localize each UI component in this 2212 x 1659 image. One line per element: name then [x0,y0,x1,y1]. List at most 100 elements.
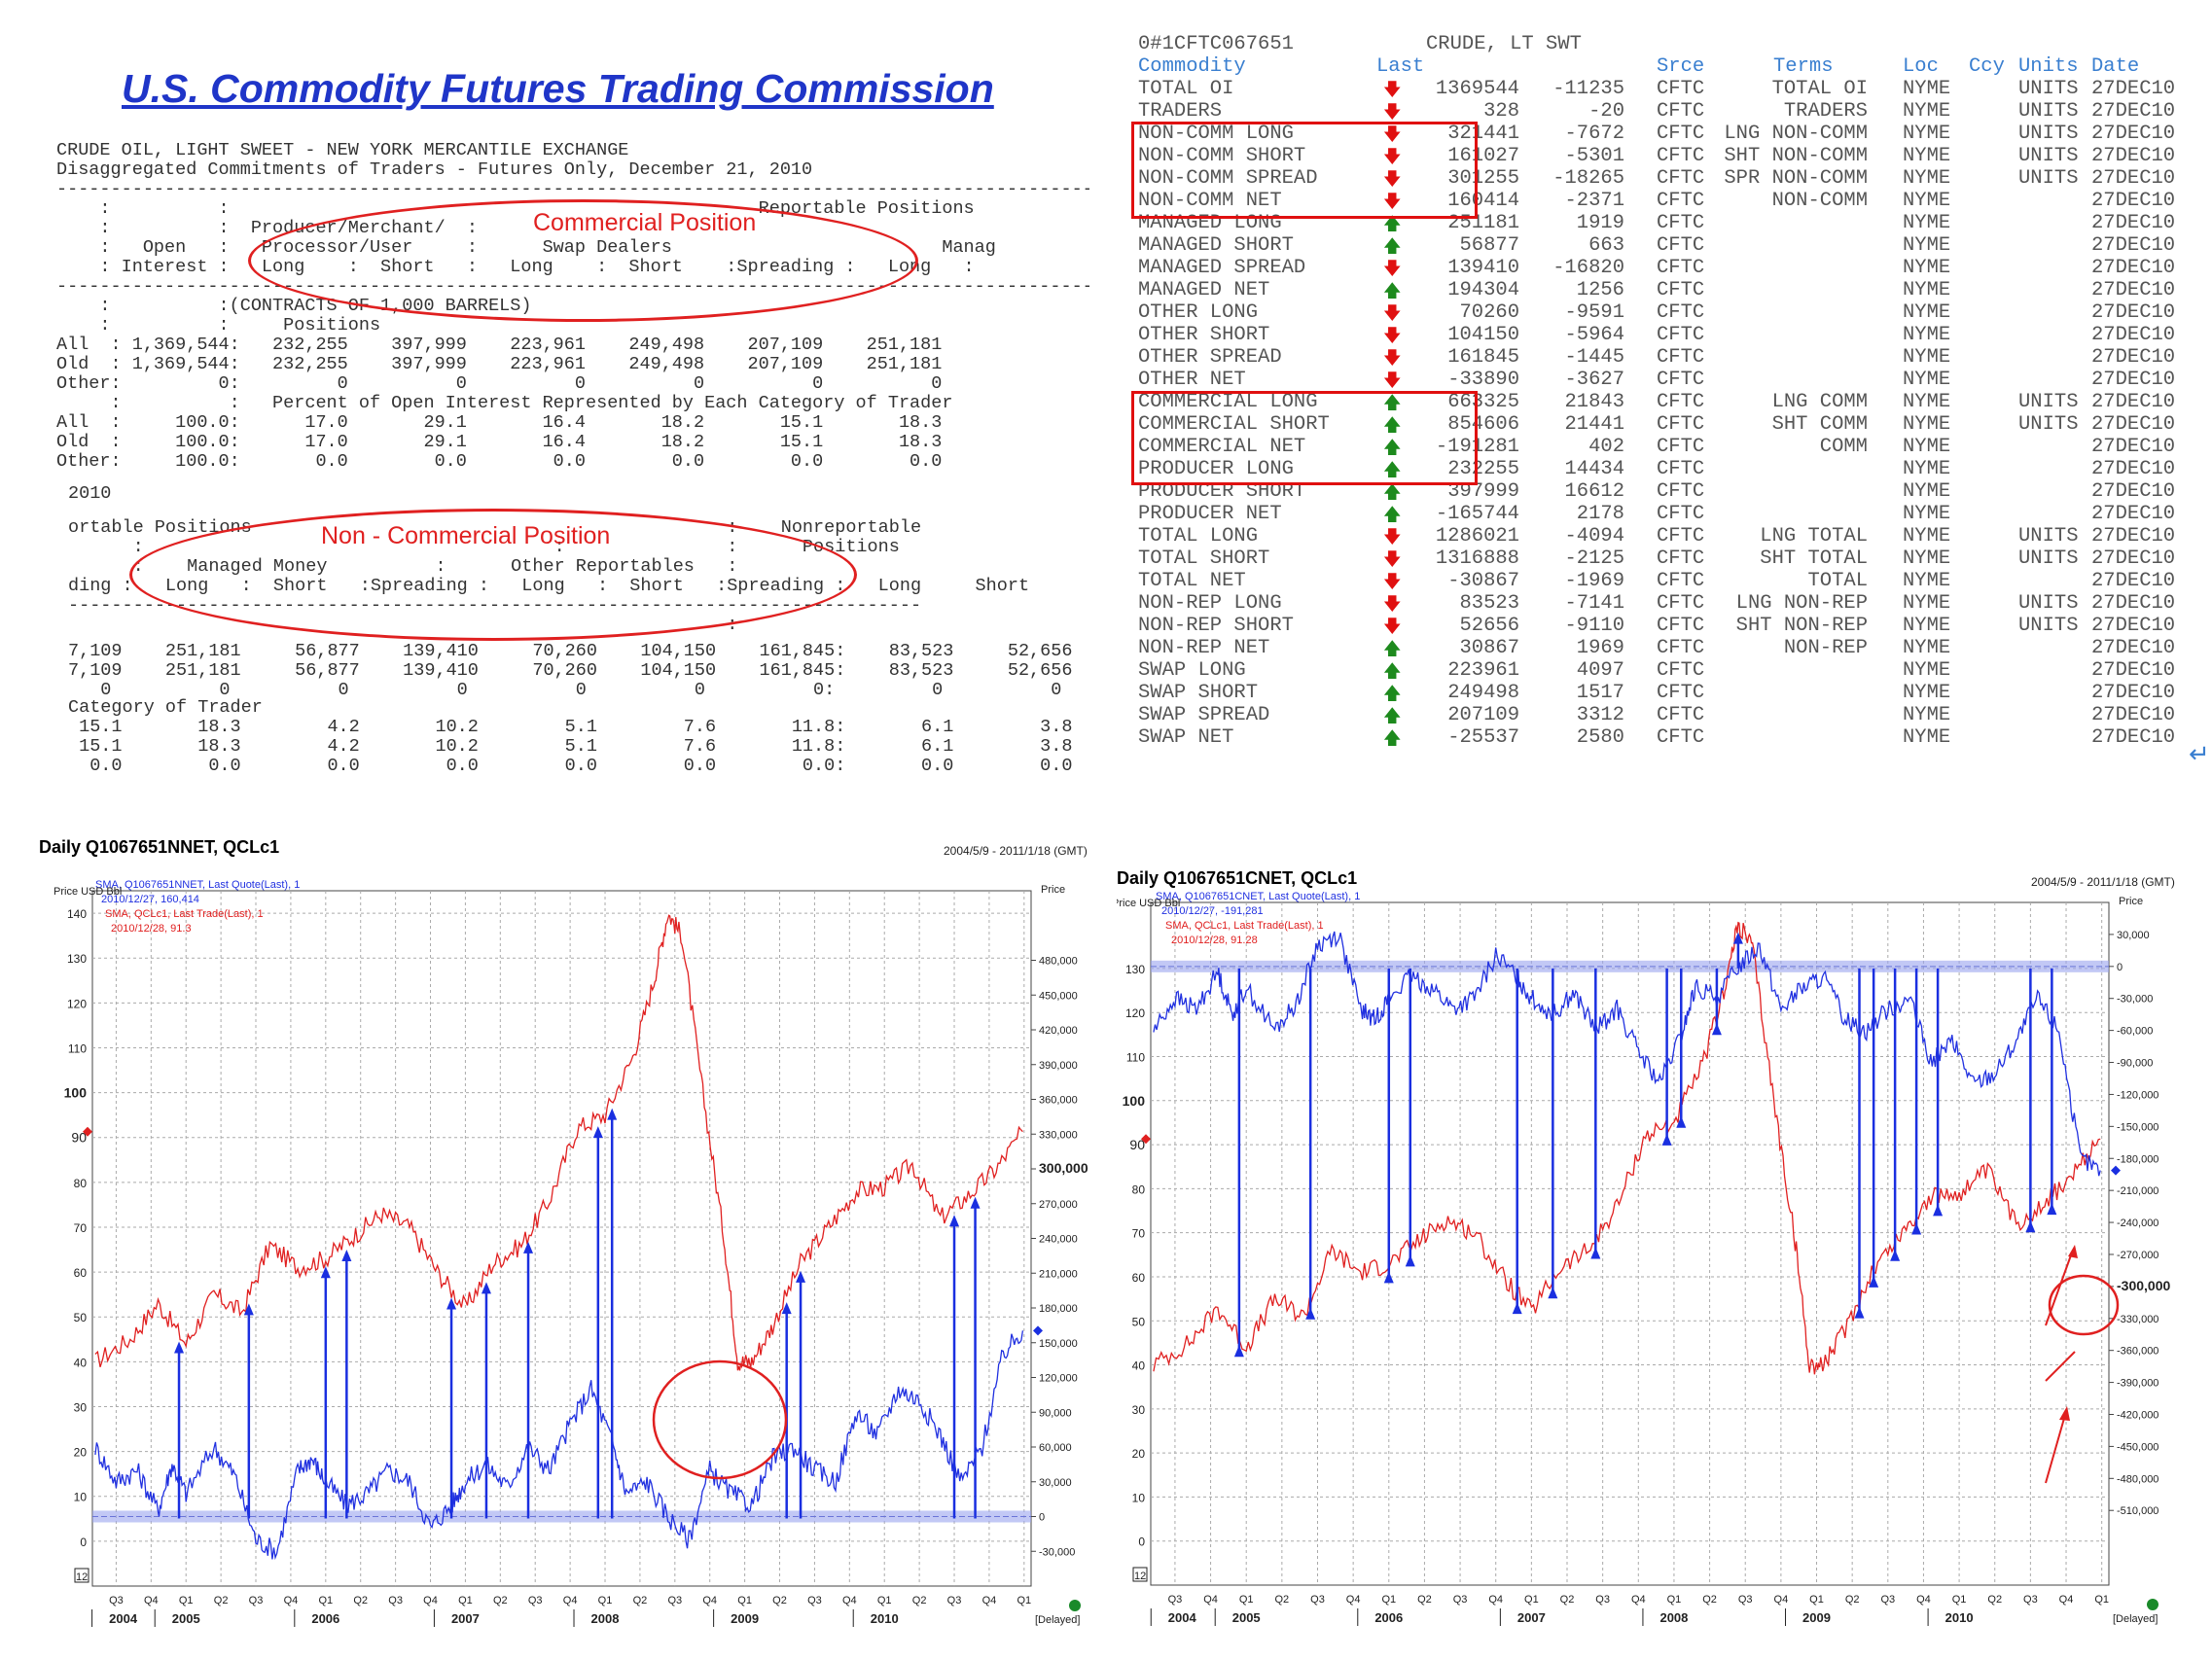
trend-arrow-icon: 🡅 [1383,639,1402,659]
right-tick-label: -60,000 [2117,1026,2153,1038]
location-cell: NYME [1903,637,1951,659]
left-tick-label: 50 [1132,1315,1146,1328]
column-header[interactable]: Units [2018,55,2079,78]
last-cell: 223961 [1447,659,1519,682]
cot-line: 7,109 251,181 56,877 139,410 70,260 104,… [68,641,1073,661]
right-tick-label: 0 [2117,962,2123,973]
commodity-cell: SWAP NET [1138,726,1234,749]
quarter-label: Q4 [842,1595,857,1606]
trend-arrow-icon: 🡇 [1383,80,1402,100]
trend-arrow-icon: 🡅 [1383,505,1402,525]
left-tick-label: 40 [1132,1359,1146,1373]
change-cell: -3627 [1564,369,1624,391]
commodity-cell: TOTAL NET [1138,570,1246,592]
quarter-label: Q4 [1203,1594,1218,1606]
cot-line: 15.1 18.3 4.2 10.2 5.1 7.6 11.8: 6.1 3.8 [68,717,1073,737]
units-cell: UNITS [2018,100,2079,123]
trend-arrow-icon: 🡇 [1383,326,1402,346]
terms-cell: TRADERS [1783,100,1868,123]
source-cell: CFTC [1657,324,1705,346]
column-header[interactable]: Loc [1903,55,1939,78]
left-tick-label: 10 [74,1491,88,1504]
change-cell: 21441 [1564,413,1624,436]
date-cell: 27DEC10 [2091,279,2176,301]
right-tick-label: 360,000 [1039,1095,1078,1107]
last-cell: 232255 [1447,458,1519,480]
legend-entry: SMA, QCLc1, Last Trade(Last), 1 [105,908,264,920]
source-cell: CFTC [1657,704,1705,726]
annotation-arrow-head [1732,932,1743,944]
column-header[interactable]: Terms [1773,55,1834,78]
delayed-label: [Delayed] [2113,1613,2158,1625]
cot-report-panel: U.S. Commodity Futures Trading Commissio… [0,0,1089,778]
location-cell: NYME [1903,369,1951,391]
annotation-arrow-head [1233,1345,1244,1358]
column-header[interactable]: Commodity [1138,55,1246,78]
commodity-cell: NON-REP LONG [1138,592,1282,615]
trend-arrow-icon: 🡇 [1383,348,1402,369]
trend-arrow-icon: 🡅 [1383,438,1402,458]
cot-line: Other: 0: 0 0 0 0 0 0 [56,373,943,394]
right-tick-label: 330,000 [1039,1129,1078,1141]
quarter-label: Q3 [528,1595,543,1606]
column-header[interactable]: Ccy [1969,55,2005,78]
quarter-label: Q4 [563,1595,578,1606]
quarter-label: Q1 [1017,1595,1031,1606]
commodity-cell: OTHER SPREAD [1138,346,1282,369]
right-tick-label: -240,000 [2117,1218,2158,1229]
last-price-marker [83,1126,92,1137]
location-cell: NYME [1903,346,1951,369]
commodity-cell: OTHER NET [1138,369,1246,391]
source-cell: CFTC [1657,570,1705,592]
left-tick-label: 110 [68,1041,87,1055]
date-cell: 27DEC10 [2091,726,2176,749]
plot-area [1150,901,2110,1586]
date-cell: 27DEC10 [2091,190,2176,212]
source-cell: CFTC [1657,682,1705,704]
trend-arrow-icon: 🡇 [1383,102,1402,123]
annotation-arrow-head [341,1249,352,1261]
change-cell: 1969 [1576,637,1624,659]
column-header[interactable]: Last [1376,55,1425,78]
location-cell: NYME [1903,570,1951,592]
date-cell: 27DEC10 [2091,525,2176,547]
annotation-arrow-head [1590,1247,1601,1259]
quote-table-header-row: 0#1CFTC067651 CRUDE, LT SWT [1138,33,1582,55]
annotation-arrow-head [1933,1204,1944,1217]
right-tick-label: -420,000 [2117,1410,2158,1422]
location-cell: NYME [1903,525,1951,547]
quarter-label: Q1 [458,1595,473,1606]
right-tick-label: 450,000 [1039,990,1078,1002]
date-cell: 27DEC10 [2091,436,2176,458]
change-cell: 1256 [1576,279,1624,301]
left-tick-label: 100 [64,1085,88,1101]
last-cell: 104150 [1447,324,1519,346]
commodity-cell: PRODUCER LONG [1138,458,1294,480]
annotation-arrow-head [1512,1302,1522,1315]
column-header[interactable]: Date [2091,55,2140,78]
right-tick-label: 480,000 [1039,956,1078,968]
year-label: 2004 [109,1611,138,1626]
source-cell: CFTC [1657,659,1705,682]
left-tick-label: 120 [1125,1006,1145,1020]
annotation-arrow-head [1548,1287,1558,1299]
quarter-label: Q3 [667,1595,682,1606]
quarter-label: Q3 [1310,1594,1325,1606]
last-cell: 854606 [1447,413,1519,436]
date-cell: 27DEC10 [2091,346,2176,369]
units-cell: UNITS [2018,592,2079,615]
left-tick-label: 20 [74,1446,88,1460]
legend-entry: 2010/12/27, 160,414 [101,894,199,905]
terms-cell: COMM [1819,436,1868,458]
annotation-arrow-head [1661,1133,1672,1146]
change-cell: 402 [1588,436,1624,458]
quarter-label: Q3 [388,1595,403,1606]
left-tick-label: 30 [74,1400,88,1414]
zero-band [1151,960,2109,972]
column-header[interactable]: Srce [1657,55,1705,78]
right-tick-label: 30,000 [2117,930,2150,941]
series-line-Q1067651NNET [94,1330,1024,1561]
quarter-label: Q4 [284,1595,299,1606]
chart-date-range: 2004/5/9 - 2011/1/18 (GMT) [2031,875,2175,889]
terms-cell: LNG TOTAL [1760,525,1868,547]
